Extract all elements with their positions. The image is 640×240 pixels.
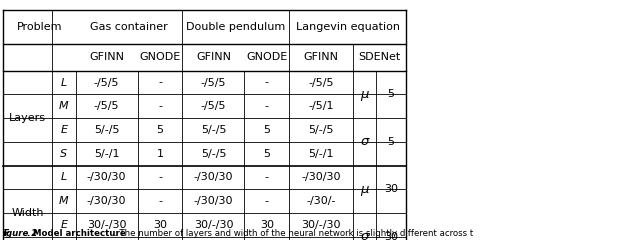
Text: Layers: Layers <box>10 113 46 123</box>
Text: μ: μ <box>360 88 369 101</box>
Text: -/5/5: -/5/5 <box>201 101 226 111</box>
Text: 5: 5 <box>157 125 163 135</box>
Text: -/30/30: -/30/30 <box>194 196 233 206</box>
Text: -: - <box>158 196 162 206</box>
Text: GFINN: GFINN <box>304 52 339 62</box>
Text: 30: 30 <box>384 184 398 194</box>
Text: GNODE: GNODE <box>140 52 180 62</box>
Text: -/30/-: -/30/- <box>307 196 336 206</box>
Text: F: F <box>3 228 9 238</box>
Text: 1: 1 <box>157 149 163 159</box>
Text: SDENet: SDENet <box>358 52 401 62</box>
Text: -/30/30: -/30/30 <box>87 196 126 206</box>
Text: L: L <box>61 173 67 182</box>
Text: 5: 5 <box>264 149 270 159</box>
Text: .: . <box>27 228 33 238</box>
Text: Problem: Problem <box>17 22 62 32</box>
Text: GFINN: GFINN <box>89 52 124 62</box>
Text: 30/-/30: 30/-/30 <box>301 220 341 230</box>
Text: σ: σ <box>360 135 369 148</box>
Text: 30/-/30: 30/-/30 <box>87 220 126 230</box>
Text: GFINN: GFINN <box>196 52 231 62</box>
Text: -: - <box>265 101 269 111</box>
Text: -: - <box>158 78 162 88</box>
Text: Width: Width <box>12 208 44 218</box>
Text: Double pendulum: Double pendulum <box>186 22 285 32</box>
Text: 5: 5 <box>264 125 270 135</box>
Text: 5/-/1: 5/-/1 <box>94 149 119 159</box>
Text: -/30/30: -/30/30 <box>301 173 341 182</box>
Text: Langevin equation: Langevin equation <box>296 22 400 32</box>
Text: 30: 30 <box>153 220 167 230</box>
Text: . The number of layers and width of the neural network is slightly different acr: . The number of layers and width of the … <box>114 228 473 238</box>
Text: L: L <box>61 78 67 88</box>
Text: M: M <box>59 196 69 206</box>
Text: -/5/5: -/5/5 <box>94 101 119 111</box>
Text: -/5/5: -/5/5 <box>94 78 119 88</box>
Text: 5: 5 <box>388 137 394 147</box>
Text: -: - <box>265 196 269 206</box>
Text: 5/-/5: 5/-/5 <box>94 125 119 135</box>
Text: -: - <box>158 173 162 182</box>
Text: -: - <box>158 101 162 111</box>
Text: -/5/5: -/5/5 <box>308 78 334 88</box>
Text: -: - <box>265 173 269 182</box>
Text: 5/-/5: 5/-/5 <box>201 125 226 135</box>
Text: M: M <box>59 101 69 111</box>
Text: Model architecture: Model architecture <box>33 228 126 238</box>
Text: S: S <box>60 149 68 159</box>
Text: 30: 30 <box>384 232 398 240</box>
Text: igure 2: igure 2 <box>3 228 38 238</box>
Text: -/30/30: -/30/30 <box>87 173 126 182</box>
Text: Gas container: Gas container <box>90 22 168 32</box>
Text: σ: σ <box>360 230 369 240</box>
Text: 30/-/30: 30/-/30 <box>194 220 233 230</box>
Text: -: - <box>265 78 269 88</box>
Text: 5/-/5: 5/-/5 <box>201 149 226 159</box>
Text: -/5/5: -/5/5 <box>201 78 226 88</box>
Text: 5/-/5: 5/-/5 <box>308 125 334 135</box>
Text: E: E <box>61 125 67 135</box>
Text: -/5/1: -/5/1 <box>308 101 334 111</box>
Text: 30: 30 <box>260 220 274 230</box>
Text: -/30/30: -/30/30 <box>194 173 233 182</box>
Text: μ: μ <box>360 183 369 196</box>
Text: 5: 5 <box>388 89 394 99</box>
Text: E: E <box>61 220 67 230</box>
Text: GNODE: GNODE <box>246 52 287 62</box>
Text: 5/-/1: 5/-/1 <box>308 149 334 159</box>
